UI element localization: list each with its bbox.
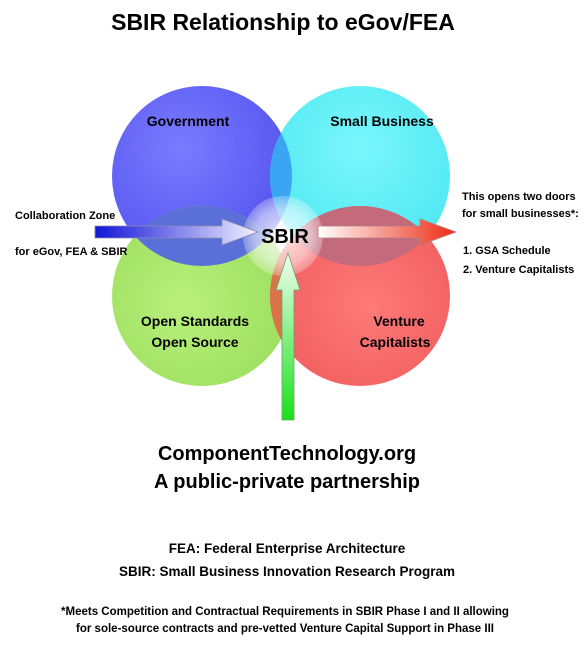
partner-name: ComponentTechnology.org [158,443,416,465]
sbir-center-circle [243,196,323,276]
partnership-arrow [275,251,301,421]
fea-definition: FEA: Federal Enterprise Architecture [169,541,406,556]
two-doors-line1: This opens two doors [462,191,576,203]
door-gsa-schedule: 1. GSA Schedule [463,245,551,257]
capitalists-label: Capitalists [360,334,431,350]
opportunity-arrow [317,218,458,246]
collaboration-scope-text: for eGov, FEA & SBIR [15,246,128,258]
diagram-title: SBIR Relationship to eGov/FEA [111,9,455,35]
collaboration-zone-text: Collaboration Zone [15,210,115,222]
collaboration-arrow [94,218,260,246]
government-label: Government [147,113,230,129]
footnote-line1: *Meets Competition and Contractual Requi… [61,606,509,618]
open-source-label: Open Source [151,334,238,350]
sbir-definition: SBIR: Small Business Innovation Research… [119,564,455,579]
footnote-line2: for sole-source contracts and pre-vetted… [76,623,494,635]
sbir-center-label: SBIR [261,226,309,248]
door-venture-capitalists: 2. Venture Capitalists [463,264,574,276]
partner-tagline: A public-private partnership [154,471,420,493]
two-doors-line2: for small businesses*: [462,208,579,220]
open-standards-label: Open Standards [141,313,249,329]
small-business-label: Small Business [330,113,434,129]
venture-label: Venture [373,313,425,329]
